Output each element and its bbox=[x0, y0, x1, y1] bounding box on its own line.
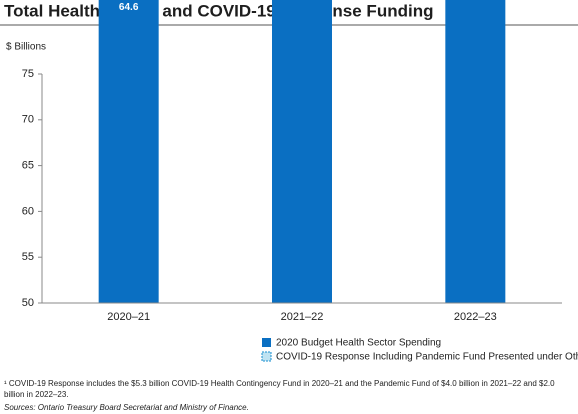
x-tick-label: 2022–23 bbox=[454, 311, 497, 323]
y-tick-label: 70 bbox=[22, 114, 34, 126]
y-tick-label: 50 bbox=[22, 297, 34, 309]
x-tick-label: 2021–22 bbox=[281, 311, 324, 323]
y-tick-label: 55 bbox=[22, 251, 34, 263]
footnote: ¹ COVID-19 Response includes the $5.3 bi… bbox=[4, 379, 555, 399]
y-tick-label: 65 bbox=[22, 160, 34, 172]
bar-segment bbox=[272, 0, 332, 303]
chart-title: Total Health Sector and COVID-19 Respons… bbox=[4, 1, 433, 20]
legend-swatch bbox=[261, 351, 272, 362]
bar-segment bbox=[445, 0, 506, 304]
y-axis-label: $ Billions bbox=[6, 42, 46, 53]
legend-label: 2020 Budget Health Sector Spending bbox=[276, 338, 441, 349]
x-tick-label: 2020–21 bbox=[107, 311, 150, 323]
legend-label: COVID-19 Response Including Pandemic Fun… bbox=[276, 352, 578, 363]
bar-segment bbox=[98, 0, 159, 304]
sources: Sources: Ontario Treasury Board Secretar… bbox=[4, 403, 249, 412]
data-label: 67.0 bbox=[292, 0, 312, 2]
chart: Total Health Sector and COVID-19 Respons… bbox=[0, 0, 578, 363]
data-label: 64.6 bbox=[119, 2, 139, 13]
legend-swatch bbox=[262, 338, 271, 347]
y-tick-label: 75 bbox=[22, 68, 34, 80]
y-tick-label: 60 bbox=[22, 205, 34, 217]
